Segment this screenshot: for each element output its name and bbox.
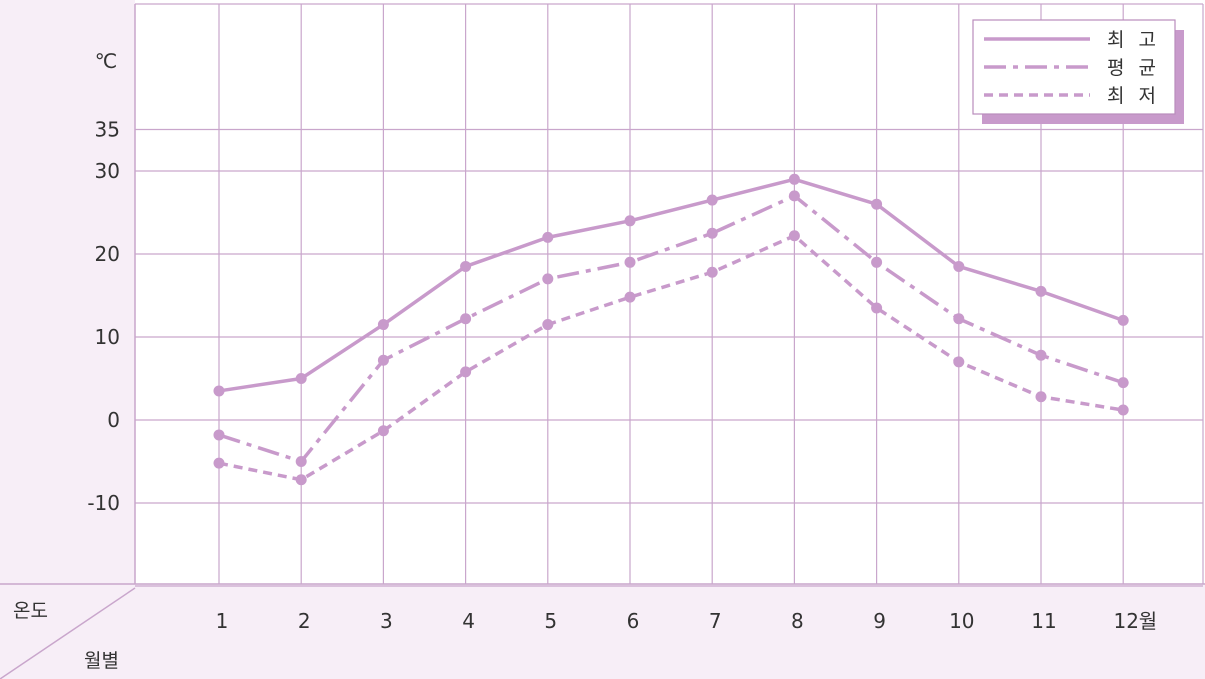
series-layer: [213, 173, 1129, 486]
corner-label-month: 월별: [84, 650, 119, 672]
data-point: [706, 266, 718, 278]
x-tick-label: 7: [709, 609, 722, 633]
data-point: [788, 230, 800, 242]
series-group: [213, 173, 1129, 397]
x-tick-label: 3: [380, 609, 393, 633]
data-point: [788, 173, 800, 185]
legend-label: 평 균: [1107, 57, 1160, 79]
data-point: [1035, 349, 1047, 361]
series-group: [213, 190, 1129, 467]
data-point: [213, 385, 225, 397]
data-point: [871, 256, 883, 268]
x-tick-label: 9: [873, 609, 886, 633]
data-point: [624, 291, 636, 303]
data-point: [460, 260, 472, 272]
x-tick-label: 12: [1113, 609, 1138, 633]
y-axis-band: [0, 0, 135, 679]
data-point: [460, 313, 472, 325]
data-point: [377, 425, 389, 437]
series-line: [218, 194, 1124, 464]
legend: 최 고평 균최 저: [972, 19, 1184, 124]
data-point: [460, 366, 472, 378]
legend-label: 최 저: [1107, 85, 1160, 107]
data-point: [706, 194, 718, 206]
data-point: [953, 260, 965, 272]
x-tick-label: 1: [216, 609, 229, 633]
x-tick-label: 11: [1031, 609, 1056, 633]
corner-label-temperature: 온도: [13, 600, 48, 622]
data-point: [1035, 285, 1047, 297]
y-tick-label: 0: [107, 408, 120, 432]
series-group: [213, 230, 1129, 486]
y-tick-label: 30: [95, 159, 120, 183]
data-point: [953, 356, 965, 368]
data-point: [542, 319, 554, 331]
data-point: [788, 190, 800, 202]
x-axis-band: [0, 584, 1205, 679]
data-point: [1035, 391, 1047, 403]
data-point: [295, 456, 307, 467]
data-point: [706, 227, 718, 239]
data-point: [295, 373, 307, 384]
month-suffix: 월: [1139, 609, 1157, 633]
x-tick-label: 4: [462, 609, 475, 633]
x-tick-label: 6: [627, 609, 640, 633]
data-point: [213, 457, 225, 469]
x-tick-label: 10: [949, 609, 974, 633]
y-tick-label: -10: [87, 491, 120, 515]
data-point: [871, 198, 883, 210]
series-line: [218, 233, 1124, 482]
data-point: [377, 319, 389, 331]
data-point: [542, 273, 554, 285]
data-point: [295, 474, 307, 486]
legend-label: 최 고: [1107, 29, 1160, 51]
y-tick-label: 35: [95, 118, 120, 142]
data-point: [1117, 404, 1129, 416]
y-tick-label: 20: [95, 242, 120, 266]
data-point: [377, 354, 389, 366]
y-tick-label: 10: [95, 325, 120, 349]
x-tick-label: 8: [791, 609, 804, 633]
data-point: [624, 215, 636, 227]
series-line: [218, 177, 1124, 393]
data-point: [1117, 377, 1129, 389]
x-tick-label: 5: [544, 609, 557, 633]
corner-diagonal: [0, 587, 136, 679]
y-axis-unit: ℃: [95, 49, 117, 73]
data-point: [871, 302, 883, 314]
data-point: [1117, 314, 1129, 326]
data-point: [624, 256, 636, 268]
data-point: [953, 313, 965, 325]
data-point: [213, 429, 225, 441]
x-tick-label: 2: [298, 609, 311, 633]
data-point: [542, 231, 554, 243]
